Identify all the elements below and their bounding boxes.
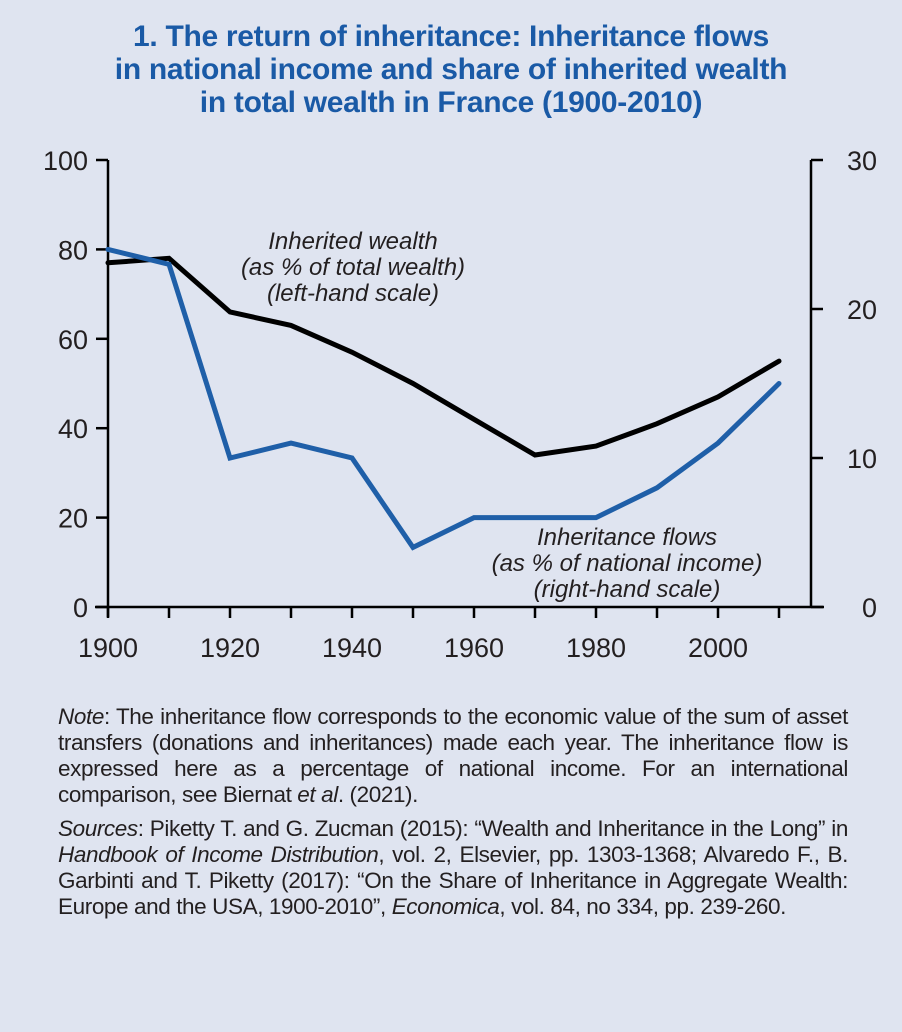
- sources-italic-handbook: Handbook of Income Distribution: [58, 842, 379, 867]
- sources-text: : Piketty T. and G. Zucman (2015): “Weal…: [137, 816, 849, 841]
- chart-title-line: in national income and share of inherite…: [114, 53, 788, 86]
- inheritance-flows-annotation-line-2: (as % of national income): [492, 550, 763, 577]
- note-text-end: . (2021).: [337, 782, 419, 807]
- x-tick-label: 1980: [566, 633, 626, 663]
- inheritance-flows-line: [105, 246, 782, 551]
- x-tick-label: 1900: [78, 633, 138, 663]
- sources-text: , vol. 84, no 334, pp. 239-260.: [499, 894, 786, 919]
- note-text: : The inheritance flow corresponds to th…: [58, 704, 848, 807]
- sources-paragraph: Sources: Piketty T. and G. Zucman (2015)…: [58, 816, 848, 920]
- inherited-wealth-annotation-line-2: (as % of total wealth): [241, 254, 465, 281]
- left-y-tick-label: 60: [58, 325, 88, 355]
- left-y-tick-label: 0: [73, 593, 88, 623]
- right-y-tick-label: 20: [847, 295, 877, 325]
- right-y-tick-label: 10: [847, 444, 877, 474]
- inherited-wealth-annotation-line-1: Inherited wealth: [268, 228, 437, 255]
- series-layer: [105, 246, 782, 551]
- line-chart: 0 20 40 60 80 100 0 10 20 30 1900 1920 1940 1960 1980 2…: [43, 146, 877, 663]
- left-y-tick-label: 40: [58, 414, 88, 444]
- note-paragraph: Note: The inheritance flow corresponds t…: [58, 704, 848, 808]
- chart-title: 1. The return of inheritance: Inheritanc…: [0, 20, 902, 119]
- sources-label: Sources: [58, 816, 138, 841]
- left-y-tick-label: 20: [58, 504, 88, 534]
- x-tick-label: 1920: [200, 633, 260, 663]
- right-y-tick-label: 0: [862, 593, 877, 623]
- chart-title-line: 1. The return of inheritance: Inheritanc…: [132, 20, 769, 53]
- left-y-tick-label: 80: [58, 235, 88, 265]
- x-tick-label: 2000: [688, 633, 748, 663]
- axes: 0 20 40 60 80 100 0 10 20 30 1900 1920 1940 1960 1980 2…: [43, 146, 877, 663]
- inherited-wealth-line: [105, 255, 782, 458]
- sources-text: , vol. 2, Elsevier, pp. 1303-1368; Alvar…: [58, 842, 848, 919]
- right-y-tick-label: 30: [847, 146, 877, 176]
- sources-italic-journal: Economica: [391, 894, 500, 919]
- x-tick-label: 1940: [322, 633, 382, 663]
- note-label: Note: [58, 704, 104, 729]
- inheritance-flows-annotation-line-1: Inheritance flows: [537, 524, 717, 551]
- left-y-tick-label: 100: [43, 146, 88, 176]
- note-italic: et al: [297, 782, 338, 807]
- annotations: Inherited wealth (as % of total wealth) …: [241, 228, 762, 603]
- inheritance-flows-annotation-line-3: (right-hand scale): [534, 576, 721, 603]
- inherited-wealth-annotation-line-3: (left-hand scale): [267, 280, 439, 307]
- chart-title-line: in total wealth in France (1900-2010): [199, 86, 703, 119]
- x-tick-label: 1960: [444, 633, 504, 663]
- notes-block: Note: The inheritance flow corresponds t…: [58, 704, 848, 928]
